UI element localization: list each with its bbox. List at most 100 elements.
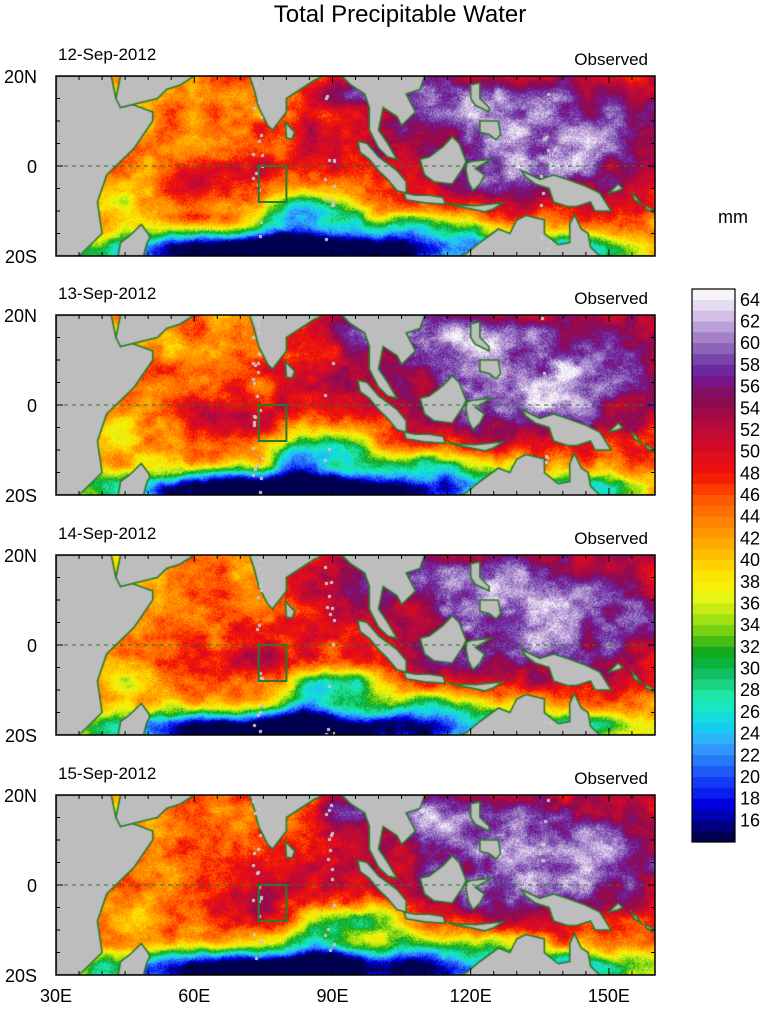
colorbar-swatch <box>692 386 735 398</box>
colorbar: 6462605856545250484644424038363432302826… <box>691 288 760 843</box>
colorbar-swatch <box>692 570 735 583</box>
y-tick-label: 0 <box>27 157 37 177</box>
map-panel: 20N 0 20S 14-Sep-2012 Observed <box>4 524 656 746</box>
colorbar-tick-label: 30 <box>740 659 760 679</box>
colorbar-swatch <box>692 462 735 474</box>
colorbar-swatch <box>692 657 735 669</box>
panel-date-label: 12-Sep-2012 <box>58 45 156 64</box>
colorbar-swatch <box>692 744 735 756</box>
colorbar-swatch <box>692 776 735 789</box>
colorbar-frame <box>691 288 736 843</box>
y-tick-label: 20N <box>4 786 37 806</box>
colorbar-swatch <box>692 527 735 539</box>
colorbar-swatch <box>692 354 735 366</box>
colorbar-tick-label: 62 <box>740 312 760 332</box>
colorbar-swatch <box>692 646 735 659</box>
colorbar-swatch <box>692 809 735 821</box>
colorbar-tick-label: 48 <box>740 463 760 483</box>
chart-title: Total Precipitable Water <box>274 1 527 28</box>
colorbar-swatch <box>692 755 735 767</box>
colorbar-swatch <box>692 787 735 800</box>
colorbar-tick-label: 64 <box>740 290 760 310</box>
colorbar-swatch <box>692 310 735 322</box>
colorbar-tick-label: 28 <box>740 680 760 700</box>
colorbar-swatch <box>692 440 735 453</box>
colorbar-tick-label: 56 <box>740 377 760 397</box>
colorbar-tick-label: 46 <box>740 485 760 505</box>
colorbar-swatch <box>692 733 735 745</box>
colorbar-swatch <box>692 375 735 387</box>
region-box <box>257 165 288 203</box>
map-panel: 20N 0 20S 12-Sep-2012 Observed <box>4 45 656 267</box>
y-tick-label: 20N <box>4 67 37 87</box>
colorbar-tick-label: 50 <box>740 442 760 462</box>
colorbar-tick-label: 38 <box>740 572 760 592</box>
colorbar-units-label: mm <box>718 207 748 227</box>
colorbar-swatch <box>692 473 735 485</box>
colorbar-swatch <box>692 581 735 594</box>
colorbar-swatch <box>692 722 735 734</box>
colorbar-tick-label: 16 <box>740 810 760 830</box>
colorbar-swatch <box>692 332 735 344</box>
colorbar-swatch <box>692 408 735 420</box>
colorbar-tick-label: 26 <box>740 702 760 722</box>
colorbar-tick-label: 58 <box>740 355 760 375</box>
panel-date-label: 14-Sep-2012 <box>58 524 156 543</box>
map-panel: 20N 0 20S 13-Sep-2012 Observed <box>4 284 656 506</box>
colorbar-tick-label: 54 <box>740 398 760 418</box>
y-tick-label: 0 <box>27 876 37 896</box>
y-tick-label: 20S <box>5 247 37 267</box>
colorbar-tick-label: 20 <box>740 767 760 787</box>
colorbar-tick-label: 34 <box>740 615 760 635</box>
x-tick-label: 60E <box>178 986 210 1006</box>
colorbar-swatch <box>692 625 735 637</box>
region-box <box>257 884 288 922</box>
panel-date-label: 13-Sep-2012 <box>58 284 156 303</box>
colorbar-swatch <box>692 397 735 409</box>
colorbar-tick-label: 52 <box>740 420 760 440</box>
colorbar-swatch <box>692 451 735 463</box>
panel-observed-label: Observed <box>574 289 648 308</box>
colorbar-swatch <box>692 343 735 355</box>
y-tick-label: 20S <box>5 486 37 506</box>
colorbar-swatch <box>692 299 735 312</box>
colorbar-swatch <box>692 289 735 301</box>
colorbar-tick-label: 36 <box>740 593 760 613</box>
region-box <box>257 404 288 442</box>
colorbar-swatch <box>692 419 735 431</box>
y-tick-label: 20N <box>4 546 37 566</box>
colorbar-tick-label: 60 <box>740 333 760 353</box>
panel-observed-label: Observed <box>574 529 648 548</box>
colorbar-swatch <box>692 364 735 377</box>
colorbar-swatch <box>692 495 735 507</box>
x-tick-label: 90E <box>316 986 348 1006</box>
colorbar-tick-label: 24 <box>740 724 760 744</box>
colorbar-swatch <box>692 560 735 572</box>
colorbar-swatch <box>692 711 735 724</box>
y-tick-label: 20S <box>5 726 37 746</box>
colorbar-swatch <box>692 505 735 518</box>
colorbar-swatch <box>692 516 735 528</box>
x-tick-label: 30E <box>40 986 72 1006</box>
colorbar-swatch <box>692 592 735 604</box>
panel-date-label: 15-Sep-2012 <box>58 764 156 783</box>
y-tick-label: 0 <box>27 636 37 656</box>
x-tick-label: 150E <box>588 986 630 1006</box>
colorbar-tick-label: 40 <box>740 550 760 570</box>
colorbar-swatch <box>692 820 735 832</box>
colorbar-swatch <box>692 603 735 615</box>
map-panel: 20N 0 20S 15-Sep-2012 Observed <box>4 764 656 986</box>
colorbar-swatch <box>692 635 735 648</box>
colorbar-tick-label: 18 <box>740 789 760 809</box>
colorbar-tick-label: 42 <box>740 528 760 548</box>
y-tick-label: 20N <box>4 306 37 326</box>
colorbar-swatch <box>692 549 735 561</box>
colorbar-swatch <box>692 690 735 702</box>
colorbar-swatch <box>692 701 735 713</box>
colorbar-swatch <box>692 831 735 843</box>
panel-observed-label: Observed <box>574 50 648 69</box>
colorbar-swatch <box>692 429 735 442</box>
colorbar-swatch <box>692 614 735 626</box>
colorbar-swatch <box>692 668 735 680</box>
